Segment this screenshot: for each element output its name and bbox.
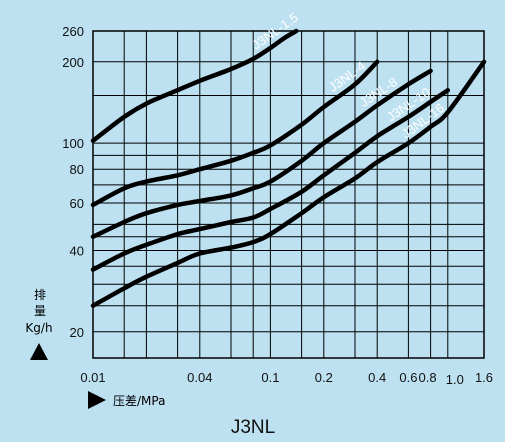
x-tick-label: 0.1 [261, 370, 279, 385]
x-tick-label: 0.2 [315, 370, 333, 385]
series-line [90, 59, 487, 308]
xlabel: 压差/MPa [113, 394, 165, 408]
x-tick-label: 0.6 [399, 370, 417, 385]
series-line [90, 87, 451, 272]
series-line [90, 68, 433, 239]
curves [90, 28, 487, 308]
chart-title: J3NL [231, 417, 275, 438]
y-tick-label: 60 [70, 196, 84, 211]
x-tick-label: 0.8 [419, 370, 437, 385]
y-tick-label: 40 [70, 244, 84, 259]
plot-frame [92, 30, 485, 359]
x-tick-label: 1.0 [446, 372, 464, 387]
y-tick-label: 200 [62, 55, 84, 70]
y-tick-label: 260 [62, 24, 84, 39]
ylabel-line2: 量 [34, 304, 46, 318]
y-axis-arrow-icon [30, 343, 48, 360]
y-tick-label: 80 [70, 162, 84, 177]
x-tick-label: 0.4 [368, 370, 386, 385]
y-tick-label: 20 [70, 325, 84, 340]
y-tick-label: 100 [62, 136, 84, 151]
x-tick-labels: 0.01 0.04 0.1 0.2 0.4 0.6 0.8 1.0 1.6 [80, 370, 493, 387]
y-tick-labels: 20 40 60 80 100 200 260 [62, 24, 84, 340]
series-line [90, 59, 380, 208]
grid [92, 30, 485, 358]
ylabel-line1: 排 [34, 288, 46, 302]
x-tick-label: 1.6 [475, 370, 493, 385]
ylabel-line3: Kg/h [25, 321, 52, 335]
series-line [90, 28, 299, 143]
x-tick-label: 0.01 [80, 370, 105, 385]
x-axis-arrow-icon [88, 391, 106, 409]
x-tick-label: 0.04 [187, 370, 212, 385]
